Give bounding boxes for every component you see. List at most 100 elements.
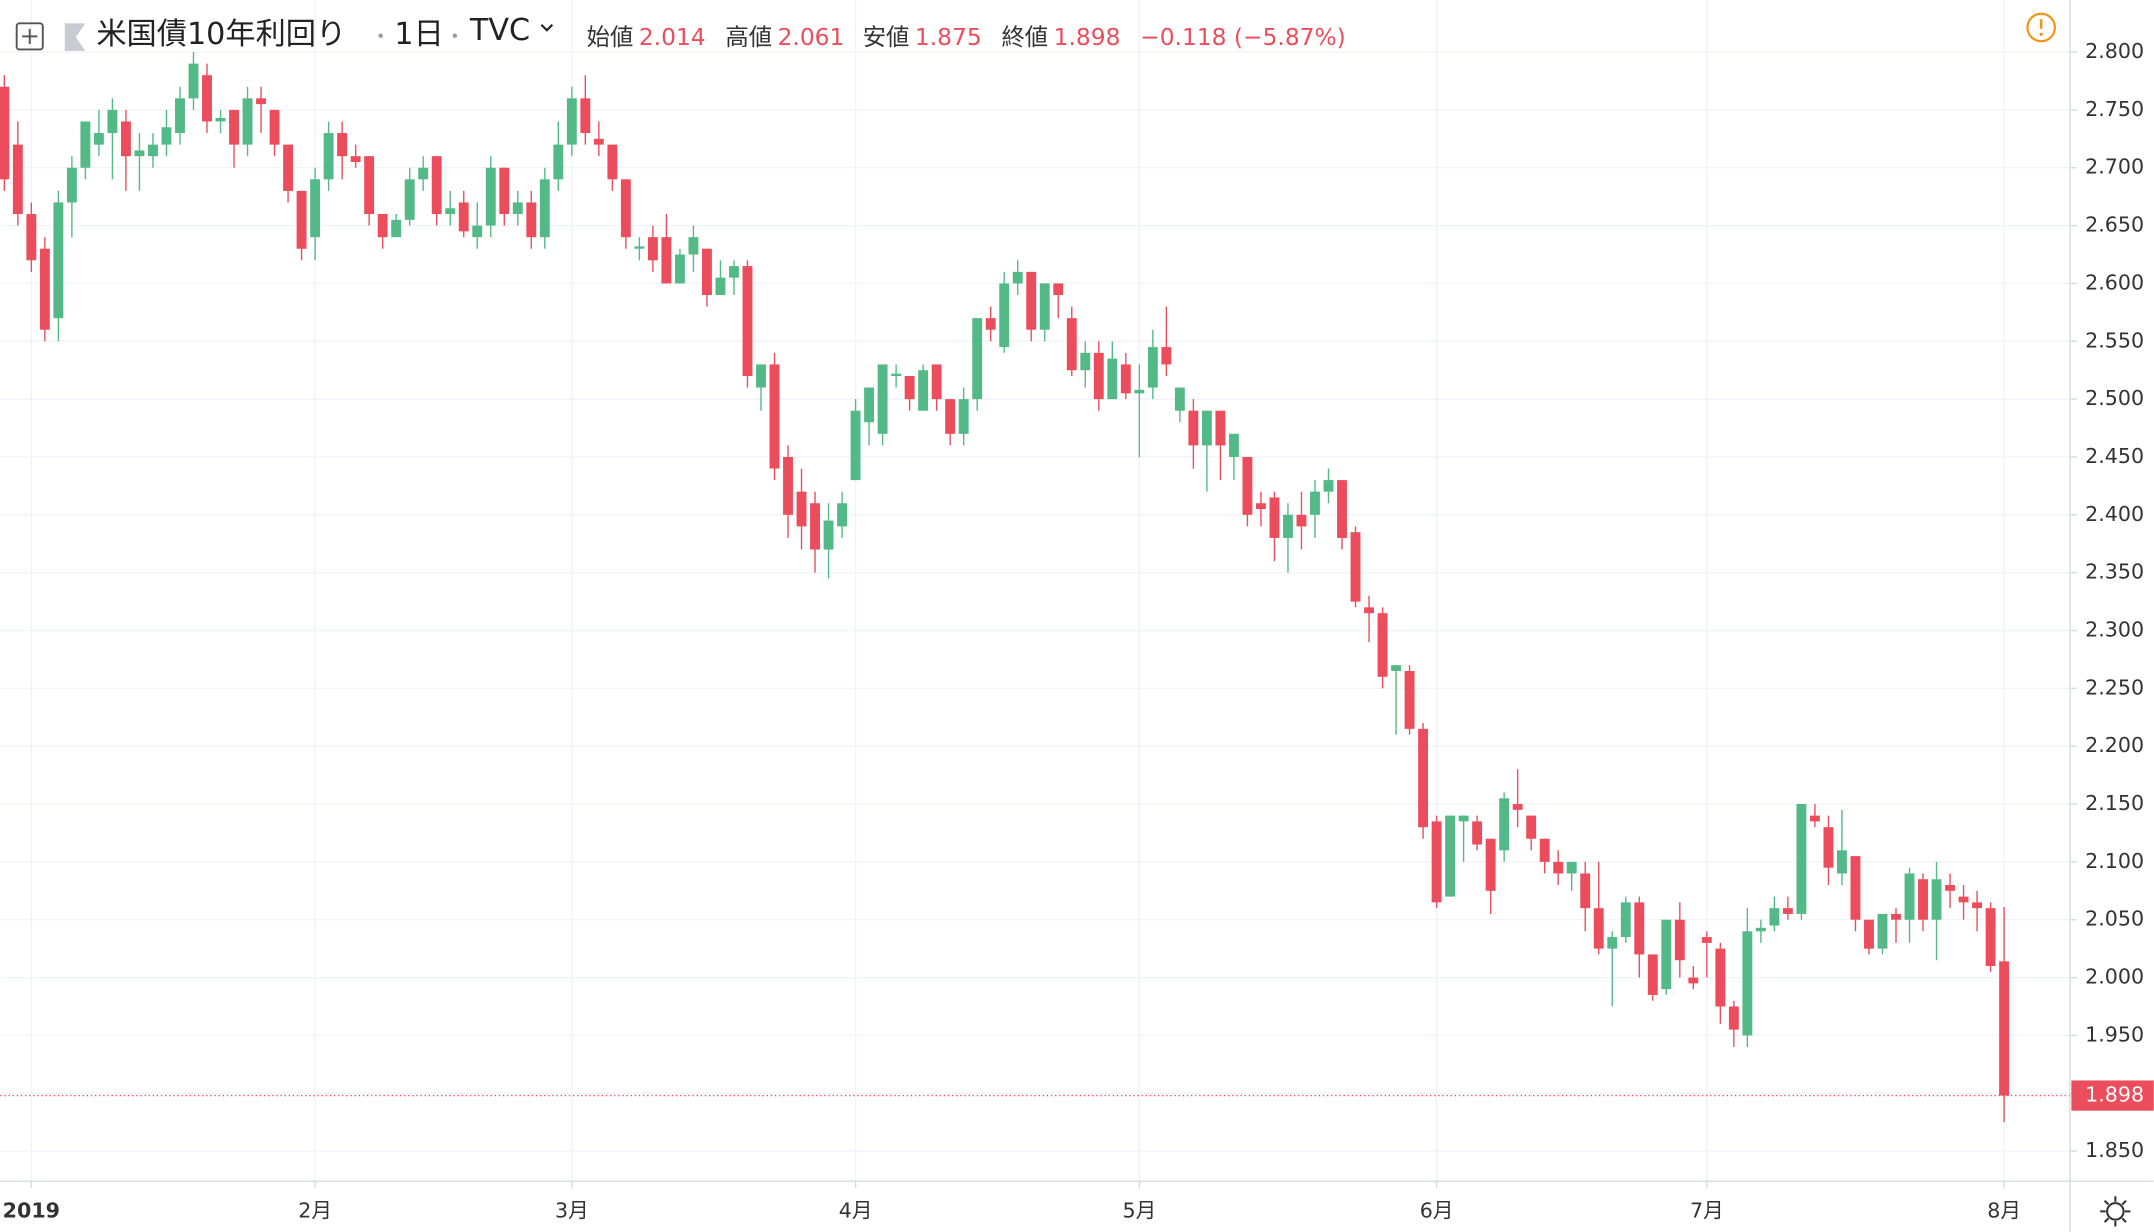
candle-body bbox=[1323, 480, 1334, 492]
candle-body bbox=[661, 237, 672, 284]
candle-body bbox=[1039, 283, 1050, 330]
low-value: 1.875 bbox=[915, 23, 982, 51]
candle-body bbox=[215, 118, 226, 122]
candle-body bbox=[1147, 347, 1158, 388]
candle-body bbox=[1310, 491, 1320, 515]
candle-body bbox=[1837, 850, 1847, 874]
candle-body bbox=[1864, 919, 1874, 949]
candle-body bbox=[729, 266, 739, 278]
source-dropdown[interactable] bbox=[540, 23, 554, 32]
candle-body bbox=[445, 208, 456, 215]
change-value: −0.118 (−5.87%) bbox=[1140, 23, 1346, 51]
axis-labels: 1.8501.9001.9502.0002.0502.1002.1502.200… bbox=[3, 39, 2154, 1222]
candle-body bbox=[107, 109, 118, 134]
low-label: 安値 bbox=[863, 23, 910, 51]
candle-body bbox=[148, 144, 158, 157]
candle-body bbox=[256, 98, 266, 105]
y-tick-label: 2.600 bbox=[2085, 270, 2144, 294]
candle-body bbox=[1418, 728, 1429, 828]
candle-body bbox=[404, 179, 415, 220]
y-tick-label: 1.850 bbox=[2085, 1138, 2144, 1162]
candle-body bbox=[350, 156, 361, 162]
candle-body bbox=[1769, 908, 1780, 926]
candle-body bbox=[620, 179, 631, 238]
candle-body bbox=[310, 179, 321, 238]
candle-body bbox=[1782, 908, 1793, 914]
candle-body bbox=[1985, 908, 1996, 967]
candle-body bbox=[1377, 613, 1388, 677]
candle-body bbox=[188, 63, 199, 99]
add-icon[interactable] bbox=[15, 22, 44, 51]
candle-body bbox=[742, 266, 753, 376]
candle-body bbox=[877, 364, 888, 434]
candle-body bbox=[972, 318, 983, 400]
candle-body bbox=[756, 364, 766, 388]
y-tick-label: 2.200 bbox=[2085, 733, 2144, 757]
candle-body bbox=[1796, 804, 1807, 914]
candle-body bbox=[634, 246, 645, 249]
candle-body bbox=[499, 167, 510, 215]
x-tick-label: 2月 bbox=[298, 1198, 332, 1222]
candle-body bbox=[999, 283, 1010, 348]
close-label: 終値 bbox=[1001, 23, 1048, 51]
candle-body bbox=[242, 98, 253, 145]
y-tick-label: 2.150 bbox=[2085, 791, 2144, 815]
y-tick-label: 2.300 bbox=[2085, 618, 2144, 642]
candle-body bbox=[904, 375, 915, 400]
y-tick-label: 2.800 bbox=[2085, 39, 2144, 63]
candle-body bbox=[1823, 827, 1834, 868]
x-tick-label: 3月 bbox=[555, 1198, 589, 1222]
candle-body bbox=[1593, 908, 1604, 949]
candle-body bbox=[810, 503, 820, 550]
candle-body bbox=[1188, 410, 1199, 446]
flag-icon[interactable] bbox=[64, 23, 86, 51]
candle-body bbox=[553, 144, 564, 180]
candle-body bbox=[783, 456, 793, 515]
candle-body bbox=[512, 202, 523, 215]
candle-body bbox=[337, 133, 348, 157]
candle-body bbox=[229, 109, 239, 145]
settings-gear[interactable] bbox=[2106, 1202, 2125, 1221]
y-tick-label: 2.450 bbox=[2085, 444, 2144, 468]
settings-icon[interactable] bbox=[2100, 1196, 2131, 1227]
candle-body bbox=[1283, 514, 1293, 538]
candle-body bbox=[161, 127, 172, 145]
candle-body bbox=[1809, 815, 1820, 822]
candle-body bbox=[715, 277, 726, 296]
candle-body bbox=[120, 121, 131, 157]
candle-body bbox=[1742, 931, 1753, 1036]
candle-body bbox=[580, 98, 591, 134]
warning-icon[interactable] bbox=[2026, 12, 2057, 43]
candle-body bbox=[674, 254, 685, 284]
candle-body bbox=[864, 387, 875, 423]
y-tick-label: 2.500 bbox=[2085, 386, 2144, 410]
candles bbox=[0, 52, 2071, 1123]
separator bbox=[452, 33, 458, 38]
candle-body bbox=[850, 410, 861, 481]
candle-body bbox=[958, 399, 969, 434]
candle-body bbox=[796, 491, 807, 527]
candle-body bbox=[1391, 665, 1401, 671]
candle-body bbox=[1958, 896, 1969, 903]
y-tick-label: 2.650 bbox=[2085, 213, 2144, 237]
x-tick-label: 4月 bbox=[839, 1198, 873, 1222]
candle-body bbox=[539, 179, 550, 238]
candle-body bbox=[364, 156, 375, 215]
candle-body bbox=[296, 190, 307, 249]
candle-body bbox=[837, 503, 848, 527]
candle-body bbox=[1255, 503, 1266, 510]
candle-body bbox=[1634, 902, 1645, 955]
symbol-title: 米国債10年利回り bbox=[96, 17, 346, 52]
candle-body bbox=[1945, 885, 1955, 891]
candle-body bbox=[458, 202, 469, 232]
legend-header: 米国債10年利回り 1日 TVC 始値 2.014 高値 2.061 安値 1.… bbox=[15, 12, 2057, 52]
y-tick-label: 2.000 bbox=[2085, 965, 2144, 989]
candle-body bbox=[1485, 838, 1496, 891]
candle-body bbox=[1661, 919, 1672, 990]
candle-body bbox=[918, 370, 929, 411]
candle-body bbox=[1877, 913, 1888, 949]
open-label: 始値 bbox=[587, 23, 634, 51]
candle-body bbox=[1904, 873, 1915, 920]
y-tick-label: 2.250 bbox=[2085, 675, 2144, 699]
